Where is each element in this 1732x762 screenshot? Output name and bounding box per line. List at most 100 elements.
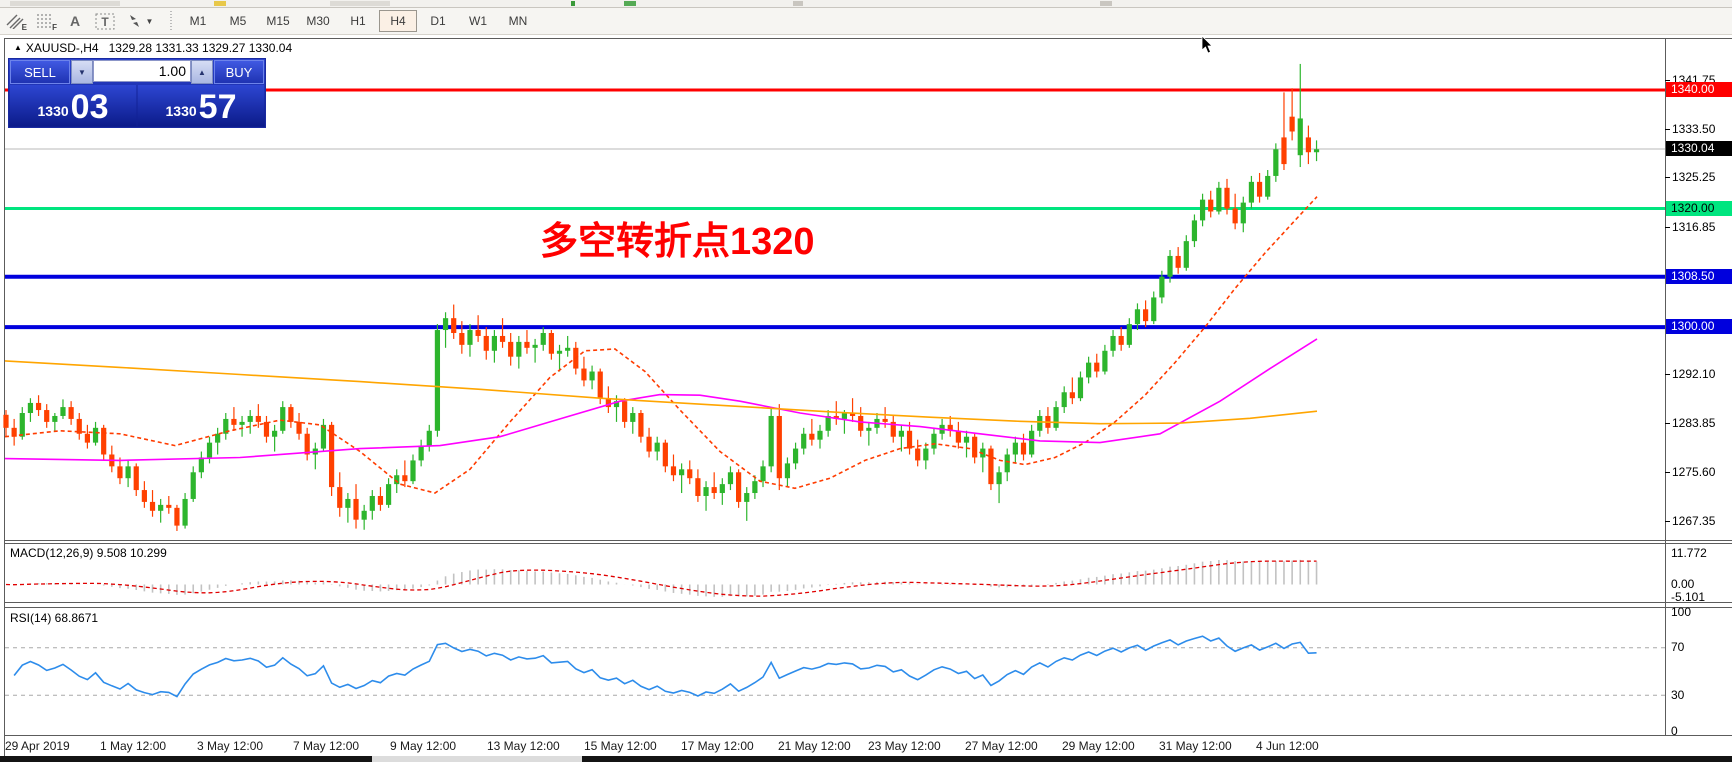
candle-body <box>361 510 367 520</box>
pane-splitter[interactable] <box>4 540 1732 541</box>
candle-body <box>703 487 709 496</box>
fibonacci-icon[interactable]: F <box>31 9 59 33</box>
candle-body <box>898 430 904 437</box>
candle-body <box>1273 149 1279 176</box>
pane-splitter[interactable] <box>4 607 1732 608</box>
rsi-axis-label: 30 <box>1671 688 1685 702</box>
candle-body <box>475 330 481 336</box>
text-icon[interactable]: A <box>61 9 89 33</box>
fast-ma-line <box>4 196 1318 494</box>
symbol-label: XAUUSD-,H4 <box>25 41 99 55</box>
price-tick <box>1665 80 1670 81</box>
time-axis-border <box>4 735 1732 736</box>
candle-body <box>1224 187 1230 209</box>
candle-body <box>1232 208 1238 224</box>
buy-price-base: 1330 <box>165 103 197 119</box>
toolbar-fragment <box>624 1 636 6</box>
candle-body <box>19 413 25 437</box>
chart-annotation-text: 多空转折点1320 <box>540 221 815 263</box>
price-tick <box>1665 423 1670 424</box>
candle-body <box>117 466 123 479</box>
candle-body <box>215 433 221 443</box>
candle-body <box>442 318 449 331</box>
timeframe-button-h1[interactable]: H1 <box>350 14 366 28</box>
pane-splitter[interactable] <box>4 602 1732 603</box>
top-toolbar-sliver <box>0 0 1732 8</box>
candle-body <box>605 398 611 408</box>
macd-signal-line <box>5 560 1317 597</box>
candle-body <box>1029 430 1035 455</box>
rsi-line <box>13 635 1317 698</box>
candle-body <box>1037 415 1043 431</box>
time-label: 23 May 12:00 <box>868 739 941 753</box>
candle-body <box>149 501 156 511</box>
candle-body <box>1012 442 1018 455</box>
time-label: 15 May 12:00 <box>584 739 657 753</box>
macd-axis-label: 11.772 <box>1671 546 1707 560</box>
candle-body <box>654 442 660 452</box>
candle-body <box>272 430 278 437</box>
candle-body <box>1159 276 1165 298</box>
equidistant-channel-icon[interactable]: E <box>1 9 29 33</box>
timeframe-button-m5[interactable]: M5 <box>229 14 247 28</box>
candle-body <box>206 442 213 458</box>
candle-body <box>630 413 636 422</box>
arrows-icon[interactable]: ▼ <box>121 9 159 33</box>
candle-body <box>255 415 261 422</box>
toolbar-fragment <box>10 1 120 6</box>
sell-price-box[interactable]: 1330 03 <box>10 85 136 126</box>
candle-body <box>1110 335 1116 351</box>
candle-body <box>377 495 384 505</box>
bottom-window-edge <box>0 756 1732 762</box>
candle-body <box>491 335 497 351</box>
price-tick-label: 1267.35 <box>1672 514 1716 528</box>
candle-body <box>385 484 392 505</box>
dropdown-caret[interactable]: ▼ <box>145 16 154 26</box>
candle-body <box>158 504 164 511</box>
text-label-icon[interactable]: T <box>91 9 119 33</box>
price-tick-label: 1325.25 <box>1672 170 1716 184</box>
timeframe-button-w1[interactable]: W1 <box>469 14 487 28</box>
price-tick <box>1665 177 1670 178</box>
timeframe-button-m1[interactable]: M1 <box>189 14 207 28</box>
buy-price-pips: 57 <box>198 88 237 126</box>
level-price-label-1320.00: 1320.00 <box>1666 201 1732 216</box>
candle-body <box>1248 181 1255 203</box>
chart-quote-header: ▲ XAUUSD-,H4 1329.28 1331.33 1329.27 1330.… <box>14 41 292 55</box>
candle-body <box>727 472 734 485</box>
toolbar-grip[interactable] <box>170 11 172 31</box>
candle-body <box>353 498 359 520</box>
buy-price-box[interactable]: 1330 57 <box>138 85 264 126</box>
sell-price-pips: 03 <box>70 88 109 126</box>
timeframe-button-mn[interactable]: MN <box>508 14 528 28</box>
candle-body <box>784 463 791 479</box>
volume-decrease-button[interactable]: ▼ <box>71 60 93 84</box>
candle-body <box>752 481 758 494</box>
sell-button[interactable]: SELL <box>10 60 70 84</box>
candle-body <box>11 427 17 437</box>
one-click-trading-panel: SELL ▼ ▲ BUY 1330 03 1330 57 <box>8 58 266 128</box>
rsi-label: RSI(14) 68.8671 <box>10 611 99 625</box>
timeframe-button-m30[interactable]: M30 <box>306 14 330 28</box>
candle-body <box>198 457 204 473</box>
tool-sub-label: E <box>21 23 27 32</box>
candle-body <box>68 407 74 419</box>
pane-splitter[interactable] <box>4 543 1732 544</box>
buy-button[interactable]: BUY <box>214 60 264 84</box>
candle-body <box>809 433 815 440</box>
timeframe-button-h4[interactable]: H4 <box>379 10 417 32</box>
rsi-axis-label: 0 <box>1671 724 1678 738</box>
candle-body <box>1289 116 1295 132</box>
timeframe-button-m15[interactable]: M15 <box>266 14 290 28</box>
candle-body <box>613 401 620 408</box>
volume-increase-button[interactable]: ▲ <box>191 60 213 84</box>
time-label: 29 Apr 2019 <box>5 739 70 753</box>
collapse-arrow-icon[interactable]: ▲ <box>14 43 22 52</box>
timeframe-button-d1[interactable]: D1 <box>430 14 446 28</box>
volume-input[interactable] <box>93 60 191 82</box>
candle-body <box>1094 362 1100 372</box>
candle-body <box>174 507 180 526</box>
mouse-cursor <box>1201 36 1213 54</box>
candle-body <box>166 504 172 508</box>
